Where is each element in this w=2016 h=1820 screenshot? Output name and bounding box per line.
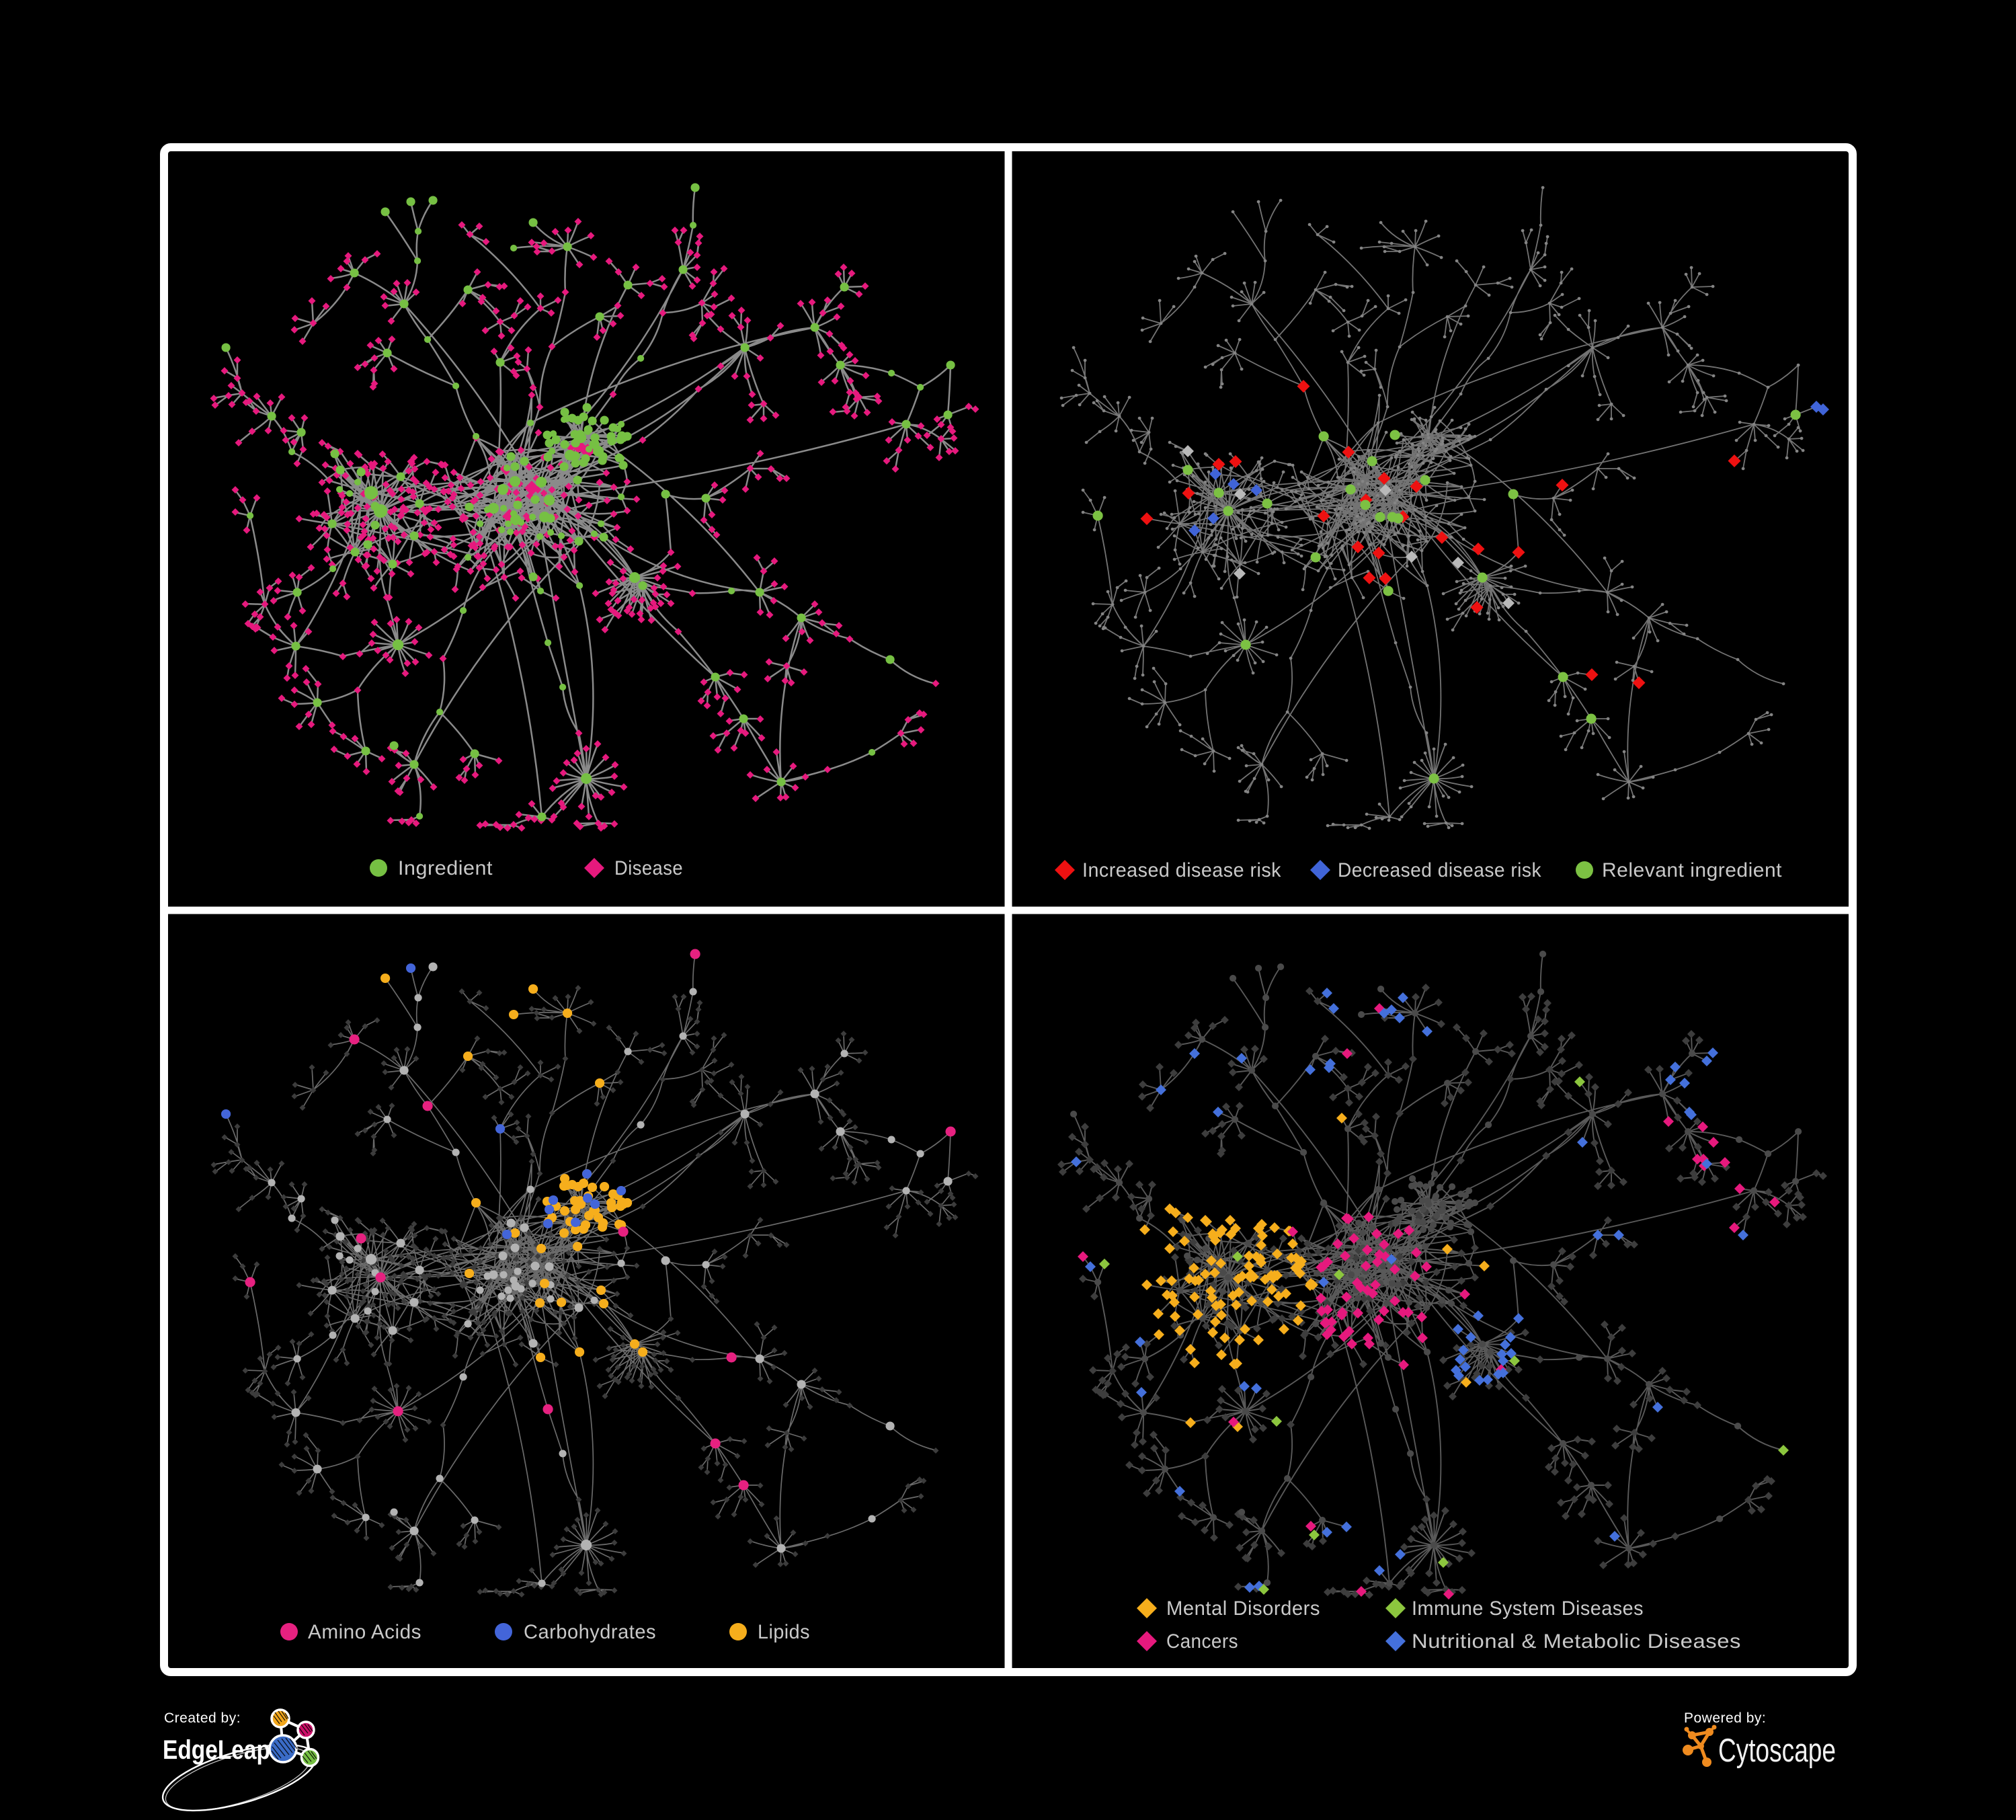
svg-text:Ingredient: Ingredient (398, 857, 493, 879)
svg-text:Decreased disease risk: Decreased disease risk (1338, 859, 1541, 881)
svg-text:Cytoscape: Cytoscape (1718, 1733, 1836, 1769)
svg-text:Immune System Diseases: Immune System Diseases (1412, 1597, 1644, 1620)
svg-text:Cancers: Cancers (1166, 1630, 1238, 1653)
svg-text:Powered by:: Powered by: (1684, 1710, 1766, 1726)
svg-text:Disease: Disease (614, 857, 683, 879)
svg-text:Carbohydrates: Carbohydrates (524, 1621, 656, 1643)
svg-text:Amino Acids: Amino Acids (308, 1621, 421, 1643)
svg-text:Created by:: Created by: (164, 1710, 241, 1726)
svg-text:Mental Disorders: Mental Disorders (1166, 1597, 1320, 1620)
svg-text:Relevant ingredient: Relevant ingredient (1602, 859, 1782, 881)
svg-text:EdgeLeap: EdgeLeap (163, 1735, 270, 1765)
svg-text:Lipids: Lipids (758, 1621, 810, 1643)
svg-text:Increased disease risk: Increased disease risk (1082, 859, 1281, 881)
svg-text:Nutritional & Metabolic Diseas: Nutritional & Metabolic Diseases (1412, 1630, 1741, 1653)
